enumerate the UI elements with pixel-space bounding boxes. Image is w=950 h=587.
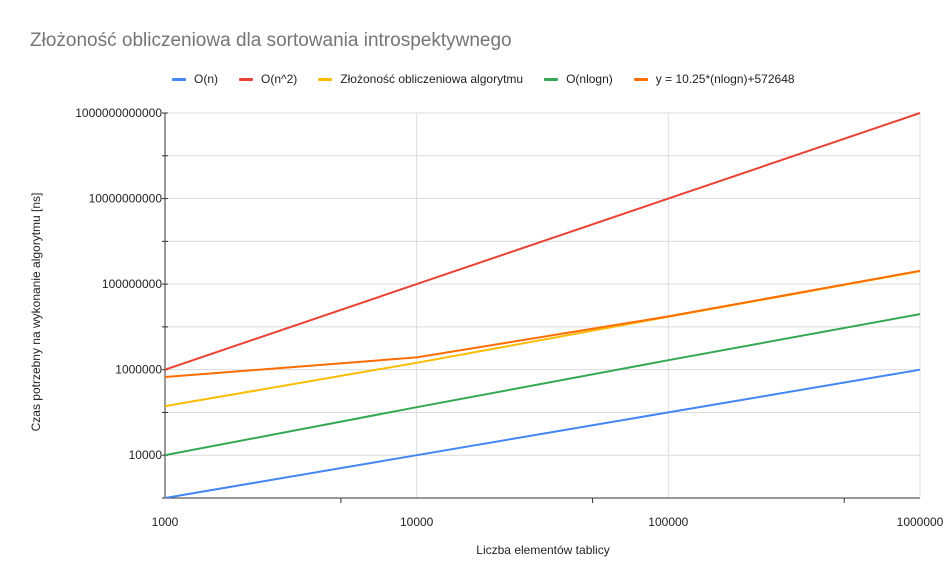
y-tick-label: 1000000 [115,363,162,377]
chart-title: Złożoność obliczeniowa dla sortowania in… [30,30,512,51]
legend-swatch [633,77,648,81]
x-axis-label: Liczba elementów tablicy [476,543,610,557]
legend-item: O(n) [172,72,218,86]
x-tick-label: 1000000 [897,515,944,529]
legend-item: Złożoność obliczeniowa algorytmu [318,72,523,86]
legend-swatch [239,77,253,81]
y-tick-label: 100000000 [102,277,162,291]
series-line-4 [165,269,921,378]
legend-swatch [172,77,186,81]
x-tick-label: 100000 [648,515,688,529]
legend: O(n) O(n^2) Złożoność obliczeniowa algoryt… [172,72,816,86]
legend-swatch [318,77,333,81]
x-tick-label: 10000 [400,515,434,529]
legend-swatch [544,77,559,81]
series-line-1 [165,112,921,371]
legend-item: O(nlogn) [544,72,613,86]
y-tick-label: 10000000000 [89,192,163,206]
series-line-0 [165,368,921,498]
legend-label: O(nlogn) [566,72,613,86]
legend-label: O(n^2) [261,72,298,86]
legend-label: O(n) [194,72,218,86]
x-tick-label: 1000 [152,515,179,529]
series-line-3 [165,313,921,457]
y-tick-label: 10000 [129,448,163,462]
y-tick-label: 1000000000000 [75,106,162,120]
legend-label: y = 10.25*(nlogn)+572648 [655,72,795,86]
legend-label: Złożoność obliczeniowa algorytmu [340,72,524,86]
legend-item: y = 10.25*(nlogn)+572648 [633,72,795,86]
legend-item: O(n^2) [239,72,297,86]
